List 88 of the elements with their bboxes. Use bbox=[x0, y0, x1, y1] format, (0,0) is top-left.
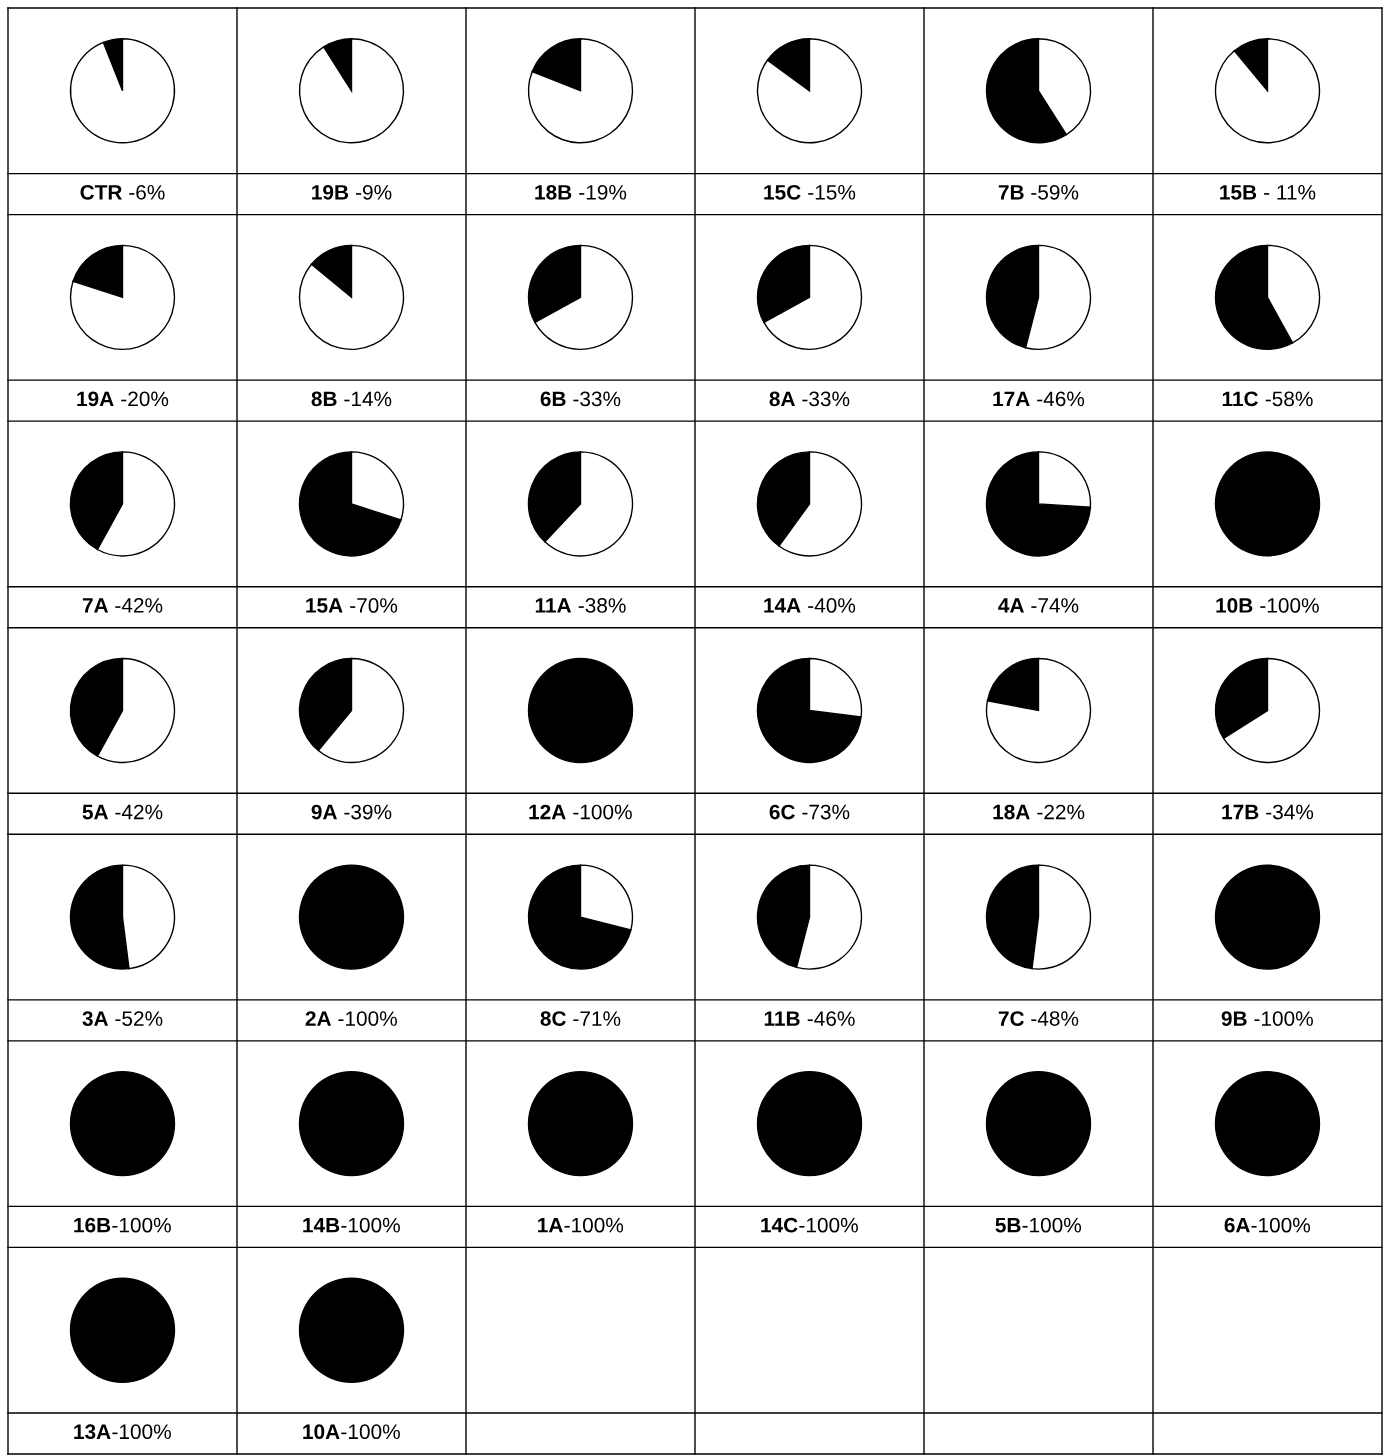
text: -40% bbox=[808, 598, 856, 613]
pie-slice bbox=[298, 451, 402, 557]
text: -59% bbox=[1031, 184, 1079, 200]
pie-slice bbox=[527, 38, 634, 144]
text: 15C bbox=[764, 184, 801, 200]
pie-slice bbox=[756, 657, 862, 764]
text: -46% bbox=[1037, 391, 1085, 407]
text: -100% bbox=[341, 1217, 400, 1233]
text: 19A bbox=[77, 391, 114, 407]
text: -38% bbox=[578, 598, 626, 613]
text: -15% bbox=[808, 185, 856, 200]
text: 3A bbox=[82, 1011, 109, 1026]
pie-slice bbox=[756, 38, 863, 144]
text: -100% bbox=[112, 1424, 171, 1440]
text: 17A bbox=[993, 391, 1030, 407]
text: 5A bbox=[82, 804, 109, 820]
text: -100% bbox=[1251, 1217, 1311, 1233]
text: 8A bbox=[769, 391, 795, 407]
text: 14C bbox=[761, 1217, 798, 1233]
text: 9A bbox=[311, 804, 337, 820]
text: -100% bbox=[112, 1217, 171, 1233]
text: 6B bbox=[540, 391, 566, 407]
text: -9% bbox=[356, 184, 392, 200]
text: 11C bbox=[1222, 391, 1258, 407]
text: -100% bbox=[799, 1217, 858, 1233]
text: 7C bbox=[998, 1011, 1024, 1026]
text: -52% bbox=[115, 1011, 163, 1026]
text: -100% bbox=[1254, 1011, 1313, 1026]
text: 11B bbox=[764, 1011, 800, 1026]
text: 14B bbox=[303, 1217, 340, 1233]
text: -100% bbox=[341, 1424, 400, 1440]
text: 17B bbox=[1222, 804, 1259, 820]
pie-slice bbox=[298, 38, 405, 144]
pie-slice bbox=[69, 38, 176, 144]
text: 4A bbox=[998, 598, 1024, 613]
text: -6% bbox=[129, 184, 165, 200]
text: -74% bbox=[1031, 598, 1079, 613]
text: 6A bbox=[1224, 1217, 1250, 1233]
text: -22% bbox=[1037, 804, 1085, 820]
text: -34% bbox=[1266, 804, 1314, 820]
text: -70% bbox=[350, 598, 398, 613]
text: 1A bbox=[538, 1217, 563, 1233]
text: 7A bbox=[82, 598, 109, 613]
text: -100% bbox=[1260, 598, 1319, 613]
text: 9B bbox=[1221, 1011, 1247, 1026]
text: -100% bbox=[573, 804, 632, 820]
text: 10A bbox=[303, 1424, 340, 1440]
text: 13A bbox=[74, 1424, 111, 1440]
pie-slice bbox=[527, 864, 632, 970]
pie-slice bbox=[1214, 38, 1321, 144]
text: 5B bbox=[995, 1217, 1021, 1233]
text: 18A bbox=[993, 804, 1030, 820]
text: 7B bbox=[998, 185, 1024, 200]
text: -42% bbox=[115, 804, 163, 820]
text: 2A bbox=[305, 1011, 332, 1026]
text: -48% bbox=[1031, 1011, 1079, 1026]
text: 19B bbox=[312, 184, 349, 200]
text: -100% bbox=[338, 1011, 397, 1026]
text: -33% bbox=[573, 391, 621, 407]
pie-slice bbox=[298, 244, 405, 351]
pie-slice bbox=[985, 657, 1092, 764]
text: 10B bbox=[1216, 598, 1253, 613]
text: -14% bbox=[344, 391, 392, 407]
text: -46% bbox=[807, 1011, 855, 1026]
text: -33% bbox=[802, 391, 850, 407]
text: CTR bbox=[80, 184, 123, 200]
text: -100% bbox=[564, 1217, 624, 1233]
text: -58% bbox=[1265, 391, 1313, 407]
text: 18B bbox=[535, 184, 572, 200]
text: 12A bbox=[529, 804, 566, 820]
text: 15B bbox=[1220, 185, 1257, 200]
text: 8B bbox=[311, 391, 337, 407]
pie-slice bbox=[985, 451, 1092, 557]
text: 16B bbox=[74, 1217, 111, 1233]
text: 15A bbox=[306, 598, 343, 613]
text: 6C bbox=[769, 804, 795, 820]
text: -42% bbox=[115, 598, 163, 613]
text: 14A bbox=[764, 598, 801, 613]
text: - 11% bbox=[1264, 185, 1316, 200]
text: -73% bbox=[802, 804, 850, 820]
text: -20% bbox=[121, 391, 169, 407]
text: 11A bbox=[535, 598, 572, 613]
text: 8C bbox=[540, 1011, 566, 1026]
pie-slice bbox=[69, 244, 176, 351]
text: -100% bbox=[1022, 1217, 1082, 1233]
text: -19% bbox=[579, 184, 627, 200]
text: -39% bbox=[344, 804, 392, 820]
text: -71% bbox=[573, 1011, 621, 1026]
